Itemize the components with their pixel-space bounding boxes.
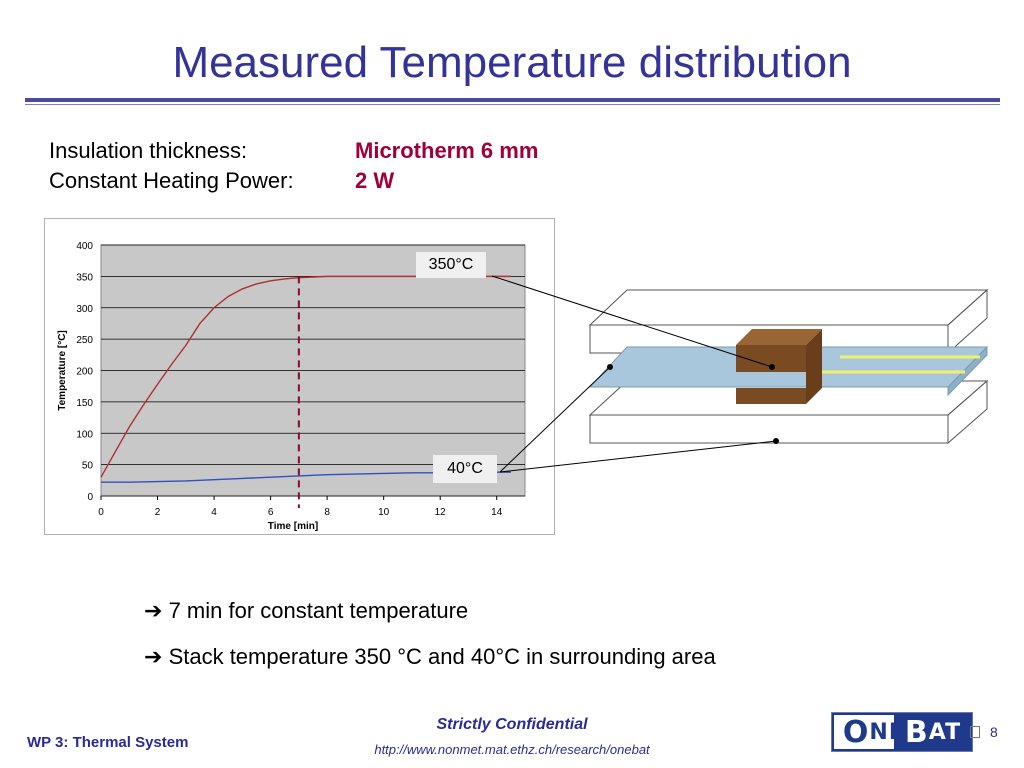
hot-temperature-label: 350°C xyxy=(416,252,486,278)
x-tick-label: 6 xyxy=(268,507,274,518)
cold-callout-dot-upper xyxy=(607,364,613,370)
y-tick-label: 50 xyxy=(82,461,94,472)
x-tick-label: 14 xyxy=(491,507,503,518)
x-axis-label: Time [min] xyxy=(268,521,318,532)
footer-url[interactable]: http://www.nonmet.mat.ethz.ch/research/o… xyxy=(374,742,650,757)
arrow-icon: ➔ xyxy=(144,598,163,623)
page-title: Measured Temperature distribution xyxy=(172,38,852,87)
y-tick-label: 400 xyxy=(76,241,93,252)
bullet-1: ➔ 7 min for constant temperature xyxy=(144,598,468,624)
x-tick-label: 8 xyxy=(324,507,330,518)
y-tick-label: 0 xyxy=(87,492,93,503)
chart-svg: 0 50 100 150 200 250 300 350 400 0 2 4 6 8 10 12 14 Time … xyxy=(57,241,526,532)
y-tick-label: 200 xyxy=(76,367,93,378)
cold-callout-line-upper xyxy=(499,366,611,473)
x-tick-label: 2 xyxy=(155,507,161,518)
temperature-chart: 0 50 100 150 200 250 300 350 400 0 2 4 6 8 10 12 14 Time … xyxy=(44,218,555,535)
x-tick-label: 0 xyxy=(98,507,104,518)
hot-callout-line xyxy=(491,275,773,368)
y-tick-label: 350 xyxy=(76,272,93,283)
arrow-icon: ➔ xyxy=(144,644,163,669)
cold-temperature-label: 40°C xyxy=(433,455,497,483)
hot-callout-dot xyxy=(769,364,775,370)
onebat-logo: O NE B AT xyxy=(831,712,973,752)
bullet-2-text: Stack temperature 350 °C and 40°C in sur… xyxy=(168,644,716,669)
bullet-2: ➔ Stack temperature 350 °C and 40°C in s… xyxy=(144,644,716,670)
x-tick-label: 10 xyxy=(378,507,390,518)
param-label-power: Constant Heating Power: xyxy=(49,168,294,193)
heater-block xyxy=(736,329,822,404)
y-axis-label: Temperature [°C] xyxy=(57,330,68,411)
work-package-label: WP 3: Thermal System xyxy=(27,734,189,751)
placeholder-box xyxy=(970,726,980,738)
page-number: 8 xyxy=(990,724,998,740)
y-tick-label: 250 xyxy=(76,335,93,346)
bullet-1-text: 7 min for constant temperature xyxy=(168,598,469,623)
cold-callout-dot-lower xyxy=(773,438,779,444)
param-value-insulation: Microtherm 6 mm xyxy=(355,138,539,163)
lower-insulation-block xyxy=(588,379,989,445)
param-label-insulation: Insulation thickness: xyxy=(49,138,248,163)
title-divider xyxy=(25,98,1000,102)
logo-text: O NE B AT xyxy=(842,714,962,750)
y-tick-label: 100 xyxy=(76,429,93,440)
y-tick-label: 300 xyxy=(76,304,93,315)
cold-callout-line-lower xyxy=(499,440,777,473)
confidential-label: Strictly Confidential xyxy=(436,716,588,733)
y-tick-label: 150 xyxy=(76,398,93,409)
x-tick-label: 12 xyxy=(435,507,447,518)
param-value-power: 2 W xyxy=(355,168,395,193)
title-divider-thin xyxy=(25,104,1000,105)
x-tick-label: 4 xyxy=(211,507,217,518)
